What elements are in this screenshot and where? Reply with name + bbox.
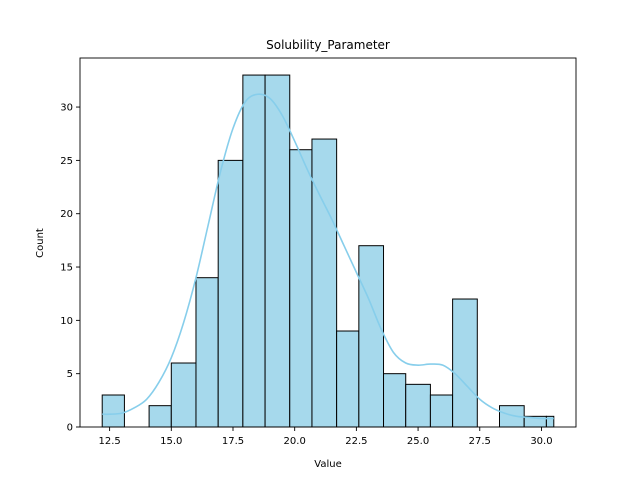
x-tick-label: 15.0 <box>160 436 182 447</box>
y-tick-label: 25 <box>60 156 73 167</box>
histogram-bar <box>429 394 454 428</box>
y-axis-label: Count <box>35 228 46 258</box>
x-axis-label: Value <box>314 459 341 470</box>
histogram-bar <box>242 74 266 428</box>
x-tick-label: 22.5 <box>345 436 367 447</box>
x-tick-label: 20.0 <box>284 436 306 447</box>
y-tick-label: 20 <box>60 209 73 220</box>
histogram-bar <box>383 373 407 428</box>
histogram-bar <box>148 405 172 428</box>
histogram-bar <box>289 149 313 428</box>
x-tick-label: 17.5 <box>222 436 244 447</box>
histogram-bar <box>264 74 291 428</box>
y-tick-label: 10 <box>60 316 73 327</box>
chart-title: Solubility_Parameter <box>266 38 390 52</box>
histogram-bar <box>452 298 478 428</box>
histogram-bar <box>195 277 219 428</box>
histogram-bar <box>358 245 385 428</box>
x-tick-label: 27.5 <box>469 436 491 447</box>
histogram-bar <box>405 383 431 428</box>
bars-group <box>101 74 555 428</box>
x-tick-label: 25.0 <box>407 436 429 447</box>
kde-curve <box>102 93 554 420</box>
histogram-bar <box>101 394 125 428</box>
x-tick-label: 30.0 <box>530 436 552 447</box>
histogram-bar <box>170 362 197 428</box>
y-tick-label: 0 <box>67 423 73 434</box>
y-axis-ticks: 0 5 10 15 20 25 30 <box>60 103 80 434</box>
histogram-bar <box>336 330 360 428</box>
histogram-bar <box>217 159 244 428</box>
histogram-bar <box>311 138 338 428</box>
x-axis-ticks: 12.5 15.0 17.5 20.0 22.5 25.0 27.5 30.0 <box>98 427 553 447</box>
y-tick-label: 15 <box>60 263 73 274</box>
plot-frame <box>79 57 577 428</box>
y-tick-label: 30 <box>60 103 73 114</box>
x-tick-label: 12.5 <box>98 436 120 447</box>
y-tick-label: 5 <box>67 369 73 380</box>
